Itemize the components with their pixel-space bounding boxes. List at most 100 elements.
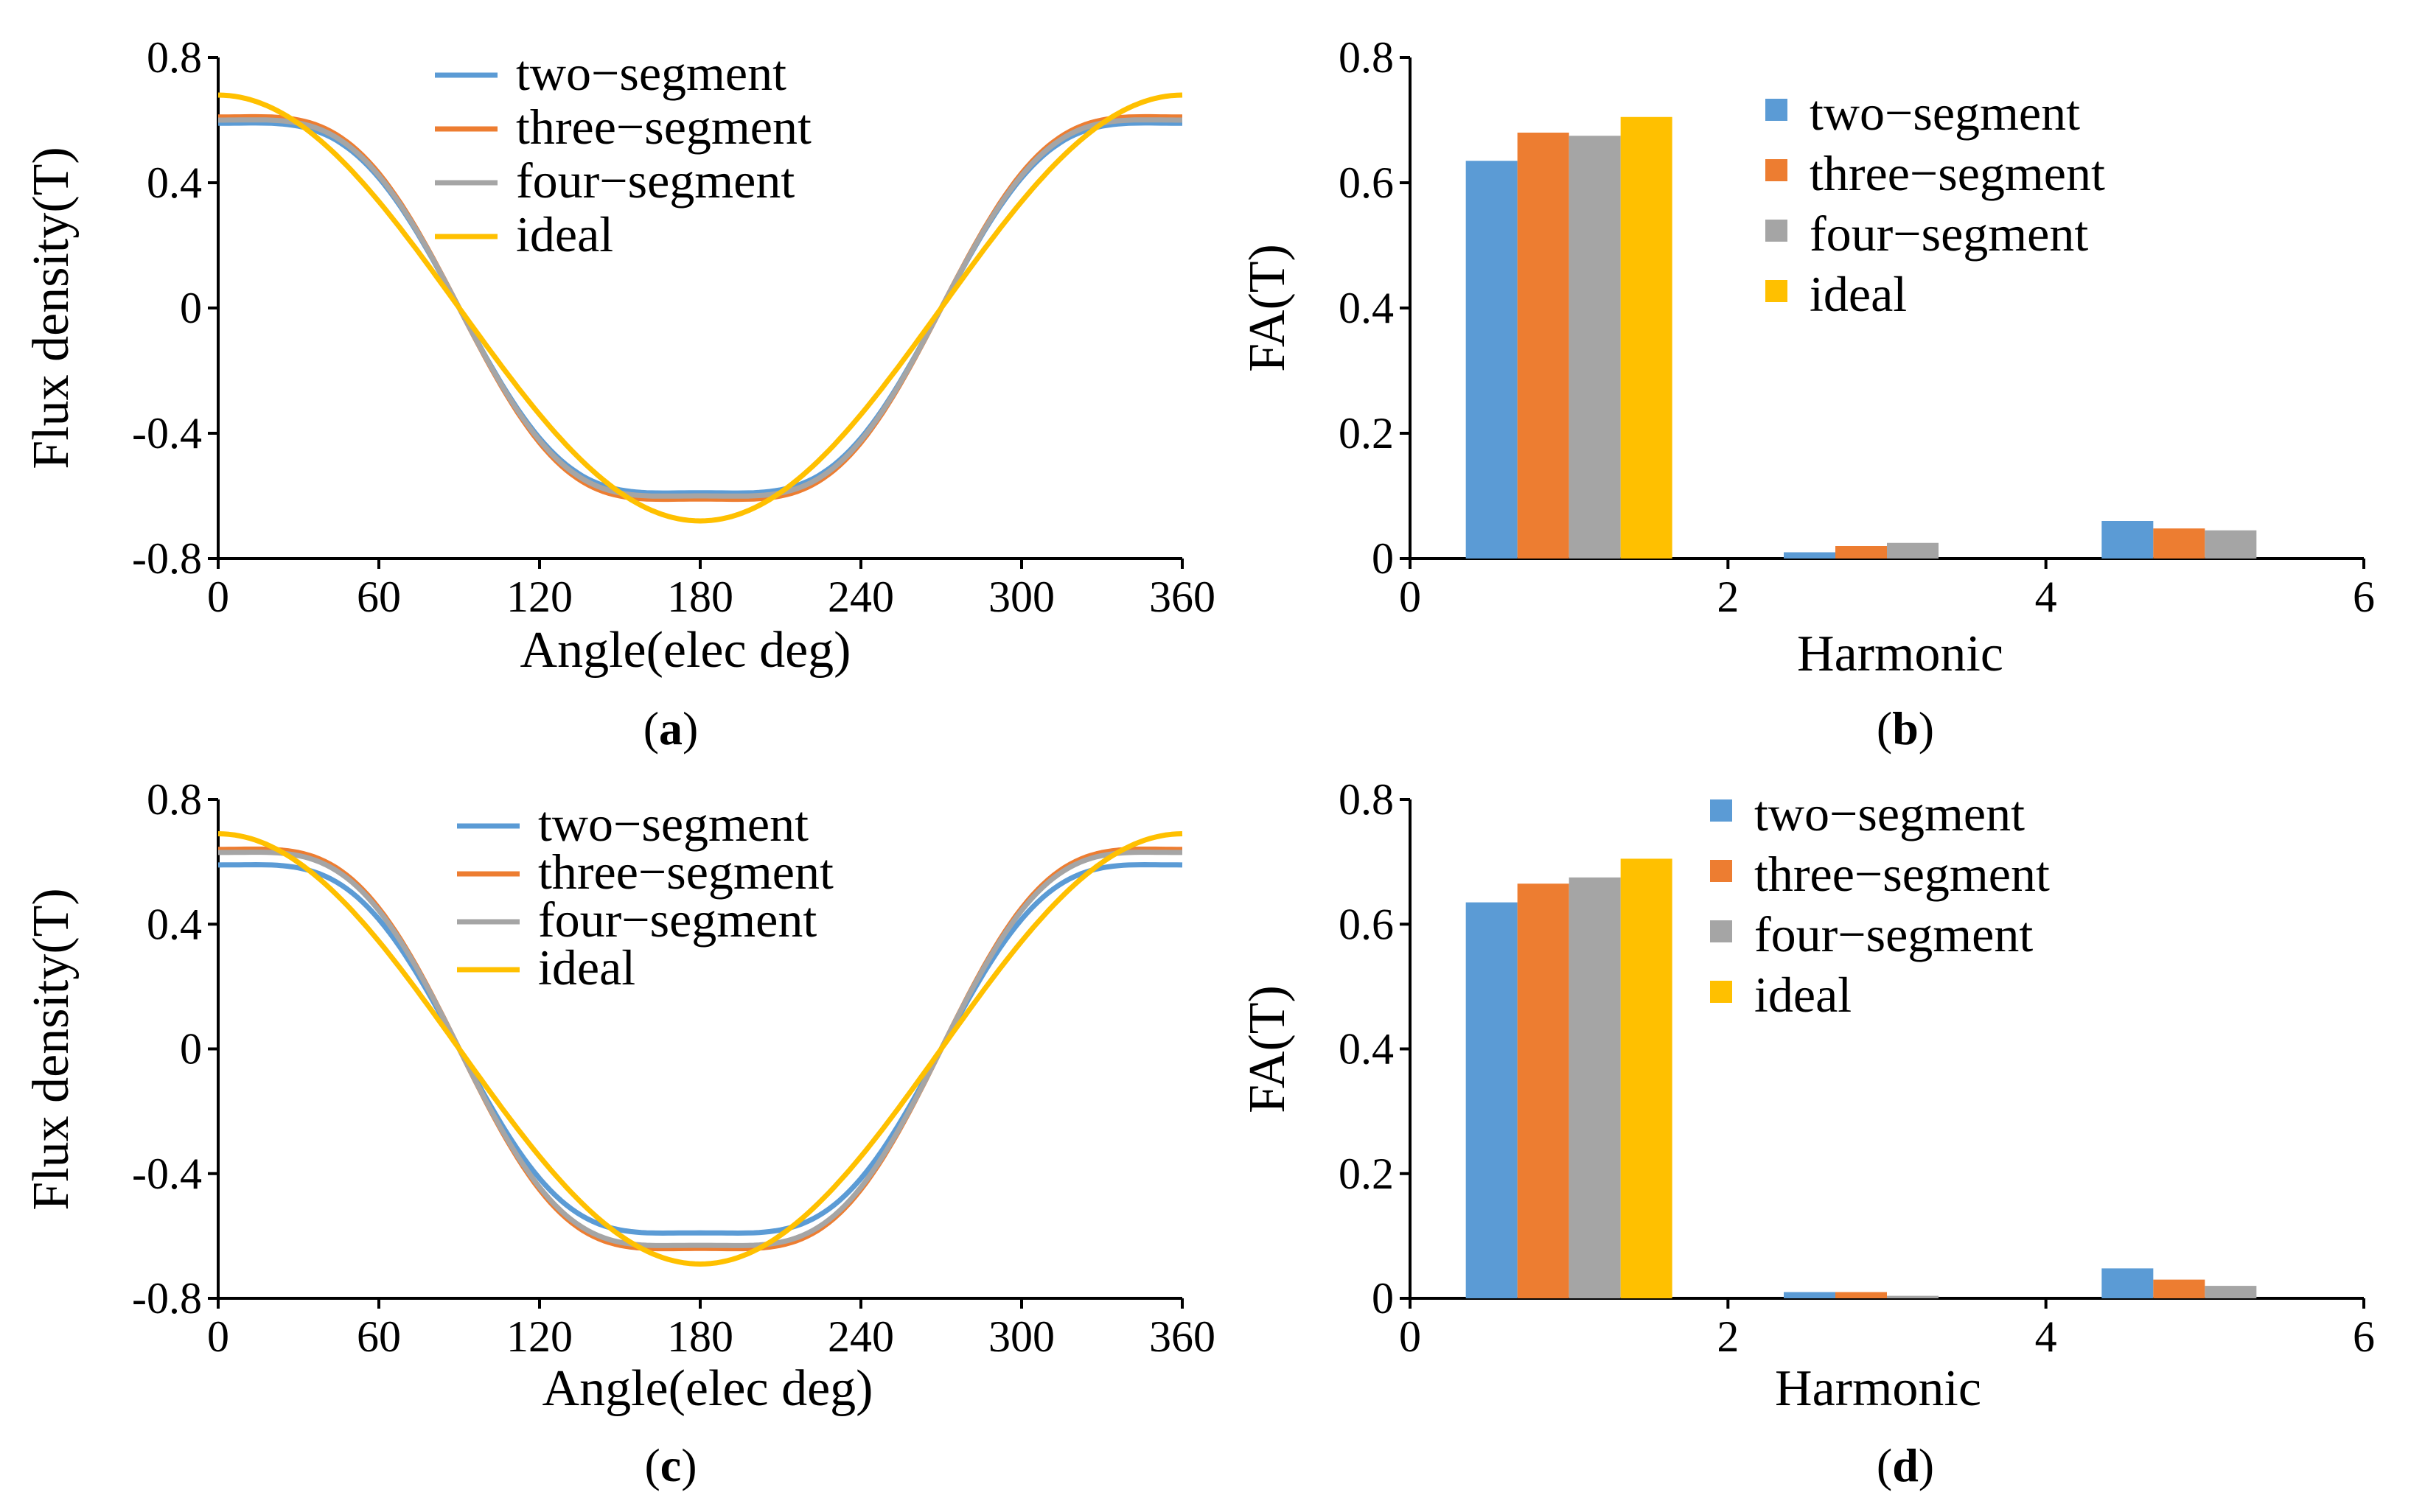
caption-letter: c [660,1439,681,1491]
bar-ideal-h1 [1620,858,1672,1298]
caption-open: ( [1877,702,1892,755]
x-axis-label: Harmonic [1797,626,2003,682]
x-tick-label: 60 [357,573,401,621]
panel-d-harmonic-bars: 0.8 0.6 0.4 0.2 00 2 4 6 Harmonic FA(T) two−segmen… [1239,775,2375,1491]
series-line-two-segment [217,862,1183,1236]
y-tick-label: 0.8 [147,33,202,82]
bar-two-segment-h1 [1465,161,1518,559]
legend-swatch-three-segment [1765,159,1787,181]
legend-swatch-two-segment [1765,99,1787,121]
panel-b-harmonic-bars: 0.8 0.6 0.4 0.2 00 2 4 6 Harmonic FA(T) two−segmen… [1239,33,2375,755]
y-axis-label: FA(T) [1239,244,1296,372]
y-tick-label: 0.4 [1339,1025,1394,1074]
x-tick-label: 6 [2353,1312,2375,1361]
bar-four-segment-h1 [1569,136,1621,559]
legend-label-two-segment: two−segment [538,796,809,852]
caption-letter: a [659,702,683,755]
legend-label-two-segment: two−segment [1754,785,2025,841]
x-tick-label: 360 [1149,1312,1215,1361]
x-tick-label: 4 [2035,573,2057,621]
legend-swatch-three-segment [1710,860,1732,882]
y-tick-label: 0.6 [1339,900,1394,948]
x-axis-label: Harmonic [1775,1360,1981,1417]
bar-four-segment-h3 [1887,1295,1939,1298]
legend-swatch-ideal [1710,981,1732,1003]
legend-label-three-segment: three−segment [538,844,834,900]
y-axis-label: FA(T) [1239,985,1296,1113]
bar-three-segment-h5 [2153,528,2205,559]
x-tick-label: 6 [2353,573,2375,621]
legend-label-four-segment: four−segment [1754,906,2033,962]
legend-label-four-segment: four−segment [538,892,817,948]
x-tick-label: 0 [207,1312,229,1361]
y-tick-label: 0 [1372,1274,1394,1323]
panel-c-flux-waveform: 0.80.40-0.4-0.80 60 120 180 240 300 360Angle(e… [23,775,1215,1491]
x-axis-label: Angle(elec deg) [542,1360,873,1417]
legend-label-three-segment: three−segment [516,99,812,155]
panel-a-flux-waveform: 0.80.40-0.4-0.80 60 120 180 240 300 360Angle(e… [23,33,1215,755]
legend-label-four-segment: four−segment [516,153,795,209]
legend-swatch-ideal [1765,280,1787,302]
y-tick-label: 0.8 [147,775,202,824]
x-tick-label: 240 [828,573,894,621]
bar-three-segment-h3 [1835,546,1887,559]
y-tick-label: 0.4 [1339,284,1394,332]
legend-label-two-segment: two−segment [1810,85,2080,141]
bar-four-segment-h3 [1887,542,1939,559]
x-tick-label: 180 [667,1312,733,1361]
x-tick-label: 2 [1717,573,1739,621]
y-tick-label: 0.4 [147,158,202,207]
y-tick-label: -0.4 [132,409,202,458]
y-axis-label: Flux density(T) [23,888,80,1210]
y-tick-label: 0 [180,1025,202,1074]
x-tick-label: 0 [207,573,229,621]
legend-label-two-segment: two−segment [516,45,786,101]
bar-two-segment-h5 [2101,521,2154,559]
legend-label-ideal: ideal [538,939,635,995]
bar-three-segment-h3 [1835,1292,1887,1298]
legend-label-ideal: ideal [1754,967,1852,1023]
caption-open: ( [1877,1439,1892,1491]
x-tick-label: 2 [1717,1312,1739,1361]
x-tick-label: 120 [506,573,573,621]
y-tick-label: -0.8 [132,534,202,583]
legend-label-three-segment: three−segment [1754,846,2050,902]
x-tick-label: 0 [1399,1312,1421,1361]
series-line-four-segment [218,850,1182,1248]
x-tick-label: 4 [2035,1312,2057,1361]
bar-two-segment-h5 [2101,1268,2154,1298]
series-line-four-segment [218,117,1182,499]
caption-close: ) [683,702,698,755]
y-tick-label: 0 [180,284,202,332]
x-tick-label: 0 [1399,573,1421,621]
y-tick-label: -0.8 [132,1274,202,1323]
bar-two-segment-h1 [1465,902,1518,1298]
legend-swatch-four-segment [1710,920,1732,942]
y-tick-label: -0.4 [132,1149,202,1198]
x-axis-label: Angle(elec deg) [520,622,851,679]
caption-open: ( [643,702,659,755]
x-tick-label: 300 [988,573,1055,621]
caption-open: ( [644,1439,660,1491]
legend-label-ideal: ideal [1810,266,1907,322]
x-tick-label: 60 [357,1312,401,1361]
series-line-ideal [217,831,1183,1267]
bar-four-segment-h1 [1569,877,1621,1298]
bar-three-segment-h5 [2153,1279,2205,1298]
bar-ideal-h1 [1620,116,1672,559]
x-tick-label: 360 [1149,573,1215,621]
y-tick-label: 0.8 [1339,33,1394,82]
legend-label-four-segment: four−segment [1810,206,2088,262]
bar-three-segment-h1 [1517,883,1569,1298]
bar-four-segment-h5 [2205,530,2257,559]
x-tick-label: 180 [667,573,733,621]
x-tick-label: 120 [506,1312,573,1361]
caption-close: ) [1919,1439,1934,1491]
caption-close: ) [681,1439,697,1491]
bar-two-segment-h3 [1784,552,1835,559]
y-tick-label: 0.2 [1339,409,1394,458]
bar-three-segment-h1 [1517,133,1569,559]
x-tick-label: 240 [828,1312,894,1361]
caption-letter: b [1892,702,1919,755]
